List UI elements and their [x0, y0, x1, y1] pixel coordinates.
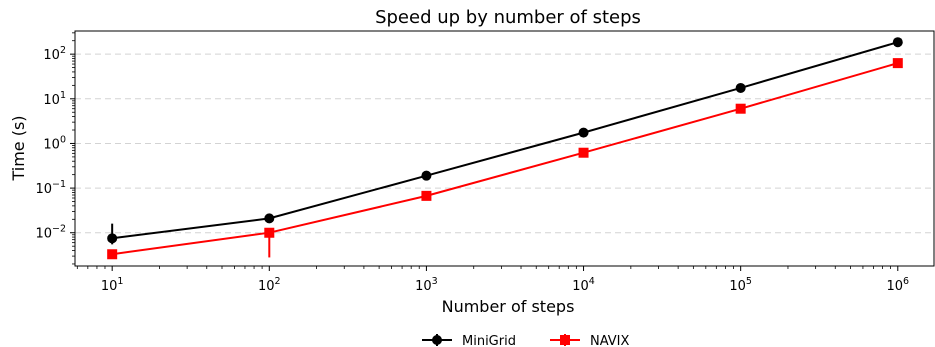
series-line [112, 62, 899, 256]
x-tick-label-exp: 1 [117, 276, 123, 287]
y-axis-label: Time (s) [9, 115, 28, 181]
y-tick-label-exp: −2 [52, 224, 66, 235]
data-point [892, 37, 903, 48]
x-tick-label-base: 10 [415, 279, 432, 294]
x-tick-label-base: 10 [572, 279, 589, 294]
plot-frame [74, 30, 935, 267]
legend-entry-navix: NAVIX [550, 334, 630, 347]
grid-layer [75, 53, 934, 234]
x-tick-label-exp: 5 [746, 276, 752, 287]
x-tick-label: 104 [572, 276, 595, 294]
data-point [264, 227, 275, 238]
legend-marker [432, 335, 442, 345]
data-point [421, 170, 432, 181]
y-tick-label: 10−2 [35, 224, 66, 242]
x-tick-label-exp: 6 [903, 276, 909, 287]
data-point [421, 190, 432, 201]
x-tick-label: 106 [886, 276, 909, 294]
x-tick-label-exp: 4 [589, 276, 595, 287]
legend-label: NAVIX [590, 334, 630, 347]
x-tick-label-base: 10 [258, 279, 275, 294]
data-point [578, 127, 589, 138]
x-tick-label-base: 10 [886, 279, 903, 294]
series-layer [107, 37, 903, 260]
legend-entry-minigrid: MiniGrid [422, 334, 516, 347]
y-tick-label: 101 [43, 90, 66, 108]
series-line [112, 41, 899, 240]
y-tick-label-exp: 1 [60, 90, 66, 101]
x-tick-label-base: 10 [729, 279, 746, 294]
y-tick-label-base: 10 [43, 93, 60, 108]
y-tick-label-exp: 2 [60, 45, 66, 56]
x-axis-label: Number of steps [442, 297, 575, 316]
x-tick-label-exp: 2 [275, 276, 281, 287]
y-tick-label-exp: −1 [52, 179, 66, 190]
data-point [892, 58, 903, 69]
y-tick-label-base: 10 [43, 137, 60, 152]
legend-label: MiniGrid [462, 334, 516, 347]
data-point [735, 103, 746, 114]
x-tick-label-base: 10 [101, 279, 118, 294]
x-tick-label: 102 [258, 276, 281, 294]
y-tick-label: 100 [43, 134, 66, 152]
legend: MiniGrid NAVIX [422, 334, 630, 347]
x-tick-label: 105 [729, 276, 752, 294]
y-tick-label-exp: 0 [60, 134, 66, 145]
series-navix [107, 58, 903, 260]
legend-marker [560, 335, 570, 345]
data-point [735, 82, 746, 93]
x-tick-label: 103 [415, 276, 438, 294]
data-point [107, 233, 118, 244]
x-tick-label-exp: 3 [432, 276, 438, 287]
y-tick-label-base: 10 [43, 48, 60, 63]
y-tick-label-base: 10 [35, 227, 52, 242]
series-minigrid [107, 37, 903, 245]
x-axis: 101 102 103 104 105 106 [76, 266, 909, 294]
data-point [578, 147, 589, 158]
data-point [264, 213, 275, 224]
chart-title: Speed up by number of steps [375, 7, 641, 28]
y-tick-label: 102 [43, 45, 66, 63]
x-tick-label: 101 [101, 276, 124, 294]
data-point [107, 249, 118, 260]
y-tick-label: 10−1 [35, 179, 66, 197]
y-tick-label-base: 10 [35, 182, 52, 197]
